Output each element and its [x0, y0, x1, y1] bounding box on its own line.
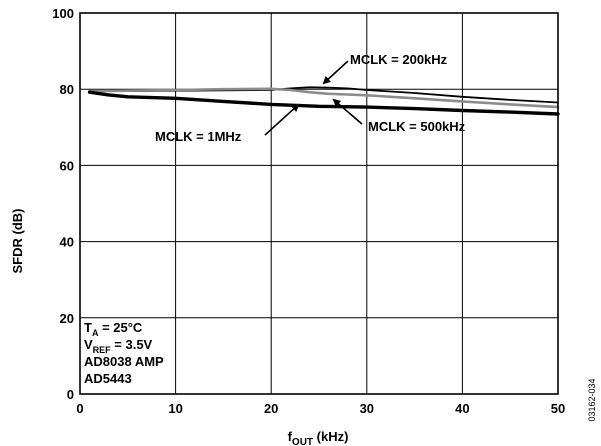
series-line-1: [88, 87, 560, 109]
annotation-mclk-200khz: MCLK = 200kHz: [350, 52, 448, 67]
series-annotations: MCLK = 200kHz MCLK = 500kHz MCLK = 1MHz: [155, 52, 466, 144]
annotation-mclk-1mhz: MCLK = 1MHz: [155, 129, 242, 144]
annotation-arrow-mclk-1mhz: [264, 103, 300, 136]
annotation-arrow-mclk-200khz: [322, 60, 349, 85]
x-axis-label: fOUT (kHz): [288, 429, 349, 446]
condition-amp: AD8038 AMP: [84, 354, 164, 369]
y-tick-label: 0: [67, 387, 74, 402]
x-axis-label-sub: OUT: [292, 437, 313, 446]
y-tick-label: 40: [60, 235, 74, 250]
x-tick-label: 10: [168, 401, 182, 416]
y-tick-label: 60: [60, 158, 74, 173]
condition-temperature-rest: = 25°C: [98, 320, 142, 335]
y-tick-labels: 0 20 40 60 80 100: [52, 6, 74, 402]
x-axis-label-main: f: [288, 429, 293, 444]
condition-vref-sub: REF: [93, 345, 112, 355]
figure-id: 03162-034: [587, 378, 597, 421]
condition-vref-rest: = 3.5V: [111, 337, 153, 352]
test-conditions: TA = 25°C VREF = 3.5V AD8038 AMP AD5443: [84, 320, 164, 386]
series-lines: [87, 86, 560, 116]
condition-vref-main: V: [84, 337, 93, 352]
y-tick-label: 100: [52, 6, 74, 21]
plot-frame: [79, 12, 559, 395]
y-axis-label: SFDR (dB): [10, 209, 25, 274]
y-tick-label: 20: [60, 311, 74, 326]
x-tick-label: 20: [264, 401, 278, 416]
x-tick-labels: 0 10 20 30 40 50: [76, 401, 565, 416]
grid-lines: [80, 13, 558, 394]
annotation-mclk-500khz: MCLK = 500kHz: [368, 119, 466, 134]
condition-vref: VREF = 3.5V: [84, 337, 153, 355]
condition-temperature-sub: A: [92, 328, 99, 338]
condition-dac: AD5443: [84, 371, 132, 386]
x-tick-label: 40: [455, 401, 469, 416]
x-tick-label: 0: [76, 401, 83, 416]
y-tick-label: 80: [60, 82, 74, 97]
condition-temperature-main: T: [84, 320, 92, 335]
x-tick-label: 50: [551, 401, 565, 416]
x-tick-label: 30: [360, 401, 374, 416]
x-axis-label-suffix: (kHz): [313, 429, 348, 444]
annotation-arrow-mclk-500khz: [332, 98, 363, 125]
condition-temperature: TA = 25°C: [84, 320, 143, 338]
